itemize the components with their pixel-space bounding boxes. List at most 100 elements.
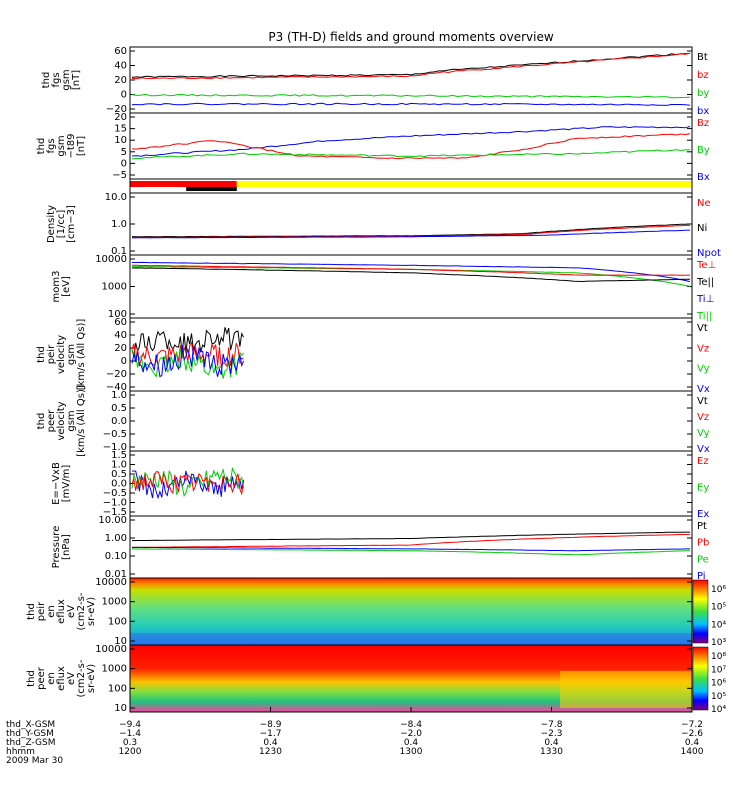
x-row-value: 0.3	[123, 738, 137, 748]
series-line-pt	[131, 531, 690, 542]
y-tick-label: 1.0	[111, 219, 127, 230]
y-tick-label: 0	[121, 90, 127, 101]
series-line-ex	[131, 470, 245, 500]
y-tick-label: 1.5	[111, 450, 127, 461]
x-row-value: −7.2	[681, 720, 703, 730]
series-line-bt	[131, 52, 691, 78]
x-row-value: −8.4	[400, 720, 422, 730]
status-bar-segment	[236, 181, 692, 187]
y-axis-label: thd	[26, 670, 37, 687]
y-axis-label: gsm	[56, 135, 67, 156]
legend-entry: Vy	[697, 428, 710, 439]
spectrogram-band	[130, 633, 692, 645]
spectrogram-band	[560, 671, 692, 708]
x-row-value: −1.7	[260, 729, 282, 739]
y-tick-label: 1.0	[111, 390, 127, 401]
colorbar-tick-label: 10⁶	[711, 679, 726, 689]
y-tick-label: 100	[108, 683, 127, 694]
legend-entry: Ti⊥	[696, 294, 714, 305]
y-tick-label: 15	[114, 124, 127, 135]
colorbar-tick-label: 10⁴	[711, 620, 726, 630]
colorbar-tick-label: 10⁶	[711, 585, 726, 595]
y-tick-label: 20	[114, 112, 127, 123]
y-axis-label: −t89	[66, 133, 77, 158]
legend-entry: Ey	[697, 483, 709, 494]
y-tick-label: 1000	[102, 282, 127, 293]
status-bar-segment	[130, 181, 237, 187]
spectrogram	[130, 578, 692, 645]
y-axis-label: gsm	[61, 69, 72, 90]
legend-entry: Ti||	[696, 311, 712, 322]
series-line-pb	[131, 533, 691, 548]
y-tick-label: −1.0	[103, 442, 127, 453]
y-tick-label: 40	[114, 330, 127, 341]
y-axis-label: sr-eV)	[86, 664, 97, 693]
panel-frame	[129, 254, 693, 319]
y-tick-label: −1.5	[103, 507, 127, 518]
series-line-vx	[131, 345, 245, 378]
legend-entry: Ni	[697, 223, 707, 234]
y-tick-label: 1000	[102, 597, 127, 608]
y-tick-label: 60	[114, 46, 127, 57]
legend-entry: bx	[697, 106, 709, 117]
y-axis-label: sr-eV)	[86, 597, 97, 626]
series-line-ey	[131, 466, 245, 497]
y-tick-label: 100	[108, 616, 127, 627]
y-tick-label: 20	[114, 343, 127, 354]
panel-frame	[129, 112, 693, 180]
series-line-te	[131, 267, 690, 283]
legend-entry: Vt	[697, 396, 708, 407]
colorbar	[692, 646, 709, 711]
y-tick-label: 40	[114, 61, 127, 72]
y-axis-label: thd	[36, 138, 47, 155]
y-axis-label: velocity	[56, 401, 67, 440]
y-tick-label: 0.10	[105, 551, 127, 562]
y-axis-label: (cm2-s-	[76, 592, 87, 630]
y-axis-label: Pressure	[51, 526, 62, 569]
y-axis-label: [mV/m]	[61, 465, 72, 503]
y-tick-label: 10	[114, 703, 127, 714]
y-axis-label: [nT]	[76, 136, 87, 156]
x-row-value: 0.4	[263, 738, 278, 748]
legend-entry: Vz	[697, 412, 709, 423]
panel-frame	[129, 390, 693, 452]
legend-entry: by	[697, 88, 709, 99]
y-axis-label: [km/s (All Qs)]	[76, 319, 87, 391]
y-axis-label: peir	[46, 344, 57, 364]
y-axis-label: [cm−3]	[66, 205, 77, 243]
y-axis-label: fgs	[46, 138, 57, 153]
legend-entry: Bx	[697, 172, 710, 183]
y-tick-label: −5	[112, 170, 127, 181]
legend-entry: Ne	[697, 198, 711, 209]
y-tick-label: 100	[108, 309, 127, 320]
y-tick-label: 0	[121, 356, 127, 367]
x-row-value: 0.4	[544, 738, 559, 748]
y-tick-label: 10	[114, 135, 127, 146]
y-axis-label: peer	[46, 409, 57, 433]
y-axis-label: E=−VxB	[51, 462, 62, 505]
x-row-value: −7.8	[541, 720, 563, 730]
series-line-ez	[131, 471, 245, 496]
y-tick-label: 0.0	[111, 416, 127, 427]
y-axis-label: gsm	[66, 344, 77, 365]
y-axis-label: eflux	[56, 599, 67, 624]
legend-entry: Bz	[697, 118, 709, 129]
series-line-vy	[131, 348, 244, 379]
y-axis-label: [nT]	[71, 70, 82, 90]
y-tick-label: 5	[121, 147, 127, 158]
x-row-value: −2.0	[400, 729, 422, 739]
x-row-value: 1230	[259, 747, 282, 757]
y-tick-label: 1.00	[105, 533, 127, 544]
legend-entry: Npot	[697, 248, 721, 259]
y-tick-label: −0.5	[103, 488, 127, 499]
series-line-vz	[131, 340, 244, 368]
y-tick-label: 0.5	[111, 403, 127, 414]
y-axis-label: [1/cc]	[56, 210, 67, 239]
legend-entry: Vz	[697, 343, 709, 354]
y-tick-label: 0.5	[111, 469, 127, 480]
y-tick-label: 10000	[95, 577, 127, 588]
y-tick-label: −0.5	[103, 429, 127, 440]
series-line-pi	[132, 546, 690, 552]
y-axis-label: gsm	[66, 410, 77, 431]
colorbar-tick-label: 10⁷	[711, 665, 726, 675]
